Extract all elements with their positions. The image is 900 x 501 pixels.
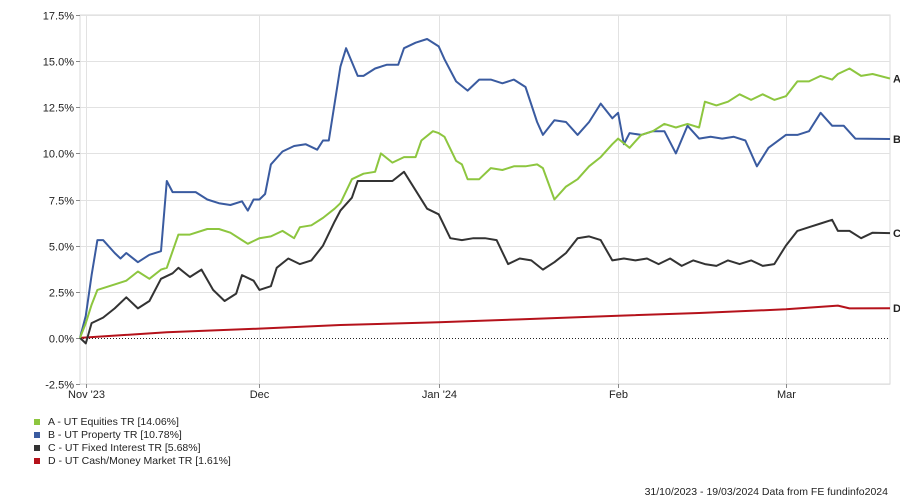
series-end-label-d: D	[893, 303, 900, 315]
y-tick-label: 5.0%	[49, 242, 74, 254]
legend-item-c: C - UT Fixed Interest TR [5.68%]	[34, 441, 231, 454]
x-axis: Nov '23 Dec Jan '24 Feb Mar	[68, 384, 796, 401]
y-tick-label: 0.0%	[49, 334, 74, 346]
legend-item-a: A - UT Equities TR [14.06%]	[34, 415, 231, 428]
legend-swatch-c	[34, 444, 40, 451]
y-tick-label: 2.5%	[49, 288, 74, 300]
series-end-labels: A B C D	[893, 73, 900, 315]
y-tick-label: 10.0%	[43, 149, 74, 161]
x-tick-label: Jan '24	[422, 389, 457, 401]
x-tick-label: Feb	[609, 389, 628, 401]
series-line-d	[79, 304, 891, 339]
legend-swatch-a	[34, 418, 40, 425]
plot-area-border	[79, 14, 891, 385]
grid-lines	[79, 14, 891, 385]
series-line-b	[79, 38, 891, 339]
series-line-c	[79, 170, 891, 345]
x-tick-label: Mar	[777, 389, 796, 401]
legend-label-b: B - UT Property TR [10.78%]	[48, 428, 182, 441]
legend-swatch-d	[34, 457, 40, 464]
legend-label-d: D - UT Cash/Money Market TR [1.61%]	[48, 454, 231, 467]
series-line-a	[79, 67, 891, 339]
x-tick-label: Dec	[250, 389, 270, 401]
legend: A - UT Equities TR [14.06%] B - UT Prope…	[34, 415, 231, 467]
y-tick-label: -2.5%	[45, 380, 74, 392]
y-tick-label: 12.5%	[43, 103, 74, 115]
legend-label-c: C - UT Fixed Interest TR [5.68%]	[48, 441, 201, 454]
legend-label-a: A - UT Equities TR [14.06%]	[48, 415, 179, 428]
y-tick-label: 17.5%	[43, 11, 74, 23]
y-tick-label: 15.0%	[43, 57, 74, 69]
legend-item-b: B - UT Property TR [10.78%]	[34, 428, 231, 441]
series-end-label-b: B	[893, 134, 900, 146]
y-axis: -2.5% 0.0% 2.5% 5.0% 7.5% 10.0% 12.5% 15.0% 17.5…	[43, 11, 80, 392]
series-end-label-a: A	[893, 73, 900, 85]
x-tick-label: Nov '23	[68, 389, 105, 401]
series-end-label-c: C	[893, 228, 900, 240]
y-tick-label: 7.5%	[49, 196, 74, 208]
data-source-footer: 31/10/2023 - 19/03/2024 Data from FE fun…	[644, 486, 888, 498]
legend-item-d: D - UT Cash/Money Market TR [1.61%]	[34, 454, 231, 467]
series-lines	[79, 38, 891, 345]
legend-swatch-b	[34, 431, 40, 438]
